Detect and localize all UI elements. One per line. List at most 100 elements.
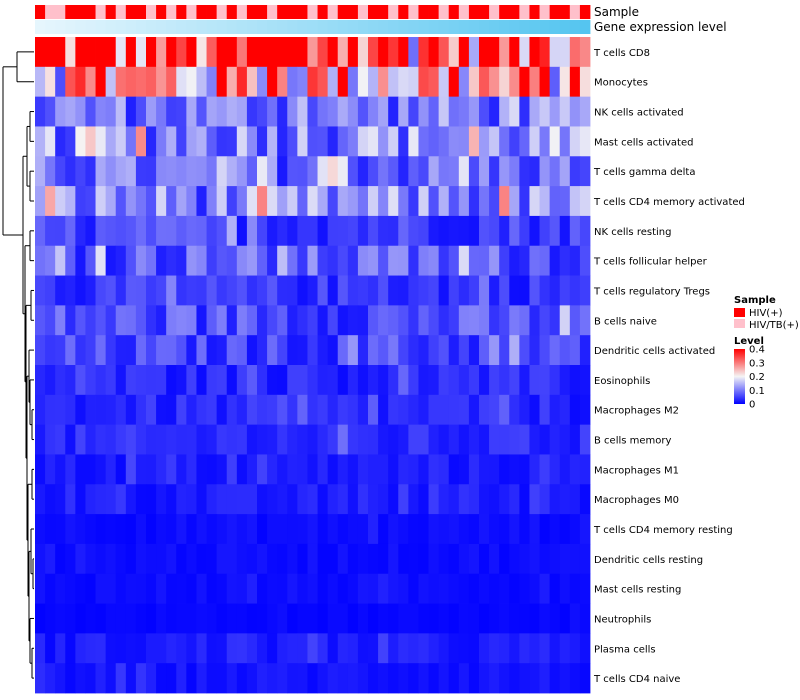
heatmap-cell bbox=[35, 514, 46, 545]
heatmap-cell bbox=[489, 394, 500, 426]
heatmap-cell bbox=[85, 633, 96, 664]
heatmap-cell bbox=[509, 365, 520, 396]
heatmap-cell bbox=[509, 215, 520, 247]
heatmap-cell bbox=[45, 514, 56, 545]
heatmap-cell bbox=[579, 156, 591, 187]
heatmap-cell bbox=[226, 454, 238, 485]
heatmap-cell bbox=[176, 66, 187, 98]
heatmap-cell bbox=[45, 484, 56, 515]
heatmap-cell bbox=[45, 365, 56, 396]
sample-annotation-cell bbox=[287, 5, 298, 19]
heatmap-cell bbox=[55, 484, 66, 515]
heatmap-cell bbox=[257, 365, 268, 396]
heatmap-cell bbox=[176, 663, 187, 694]
heatmap-cell bbox=[479, 514, 490, 545]
heatmap-cell bbox=[146, 454, 157, 485]
heatmap-cell bbox=[519, 96, 530, 127]
heatmap-cell bbox=[337, 186, 349, 217]
heatmap-cell bbox=[398, 543, 409, 575]
heatmap-cell bbox=[257, 335, 268, 366]
heatmap-cell bbox=[226, 275, 238, 306]
heatmap-cell bbox=[317, 96, 329, 127]
heatmap-cell bbox=[186, 454, 197, 485]
heatmap-cell bbox=[186, 514, 197, 545]
heatmap-cell bbox=[559, 663, 571, 694]
heatmap-cell bbox=[489, 215, 500, 247]
heatmap-cell bbox=[408, 663, 419, 694]
heatmap-cell bbox=[418, 633, 429, 664]
heatmap-cell bbox=[307, 633, 318, 664]
heatmap-cell bbox=[267, 275, 278, 306]
heatmap-cell bbox=[115, 633, 127, 664]
heatmap-cell bbox=[489, 96, 500, 127]
heatmap-cell bbox=[448, 96, 460, 127]
heatmap-cell bbox=[257, 305, 268, 336]
expression-annotation-cell bbox=[246, 20, 258, 34]
heatmap-cell bbox=[378, 514, 389, 545]
heatmap-cell bbox=[166, 335, 177, 366]
sample-annotation-cell bbox=[35, 5, 46, 19]
heatmap-cell bbox=[236, 96, 248, 127]
heatmap-cell bbox=[135, 365, 147, 396]
expression-annotation-cell bbox=[408, 20, 419, 34]
expression-annotation-cell bbox=[75, 20, 86, 34]
heatmap-cell bbox=[236, 245, 248, 276]
heatmap-cell bbox=[418, 394, 429, 426]
heatmap-cell bbox=[206, 66, 218, 98]
sample-annotation-cell bbox=[257, 5, 268, 19]
heatmap-cell bbox=[146, 156, 157, 187]
expression-annotation-cell bbox=[176, 20, 187, 34]
heatmap-cell bbox=[105, 37, 117, 68]
heatmap-cell bbox=[428, 156, 440, 187]
heatmap-cell bbox=[196, 573, 207, 604]
heatmap-cell bbox=[378, 215, 389, 247]
heatmap-cell bbox=[95, 484, 107, 515]
heatmap-cell bbox=[186, 126, 197, 157]
expression-annotation-cell bbox=[398, 20, 409, 34]
heatmap-cell bbox=[287, 37, 298, 68]
heatmap-cell bbox=[569, 275, 581, 306]
heatmap-cell bbox=[206, 663, 218, 694]
heatmap-cell bbox=[115, 603, 127, 634]
heatmap-cell bbox=[65, 573, 76, 604]
legend-label-hiv: HIV(+) bbox=[749, 308, 783, 319]
heatmap-cell bbox=[479, 186, 490, 217]
heatmap-cell bbox=[468, 603, 480, 634]
heatmap-cell bbox=[529, 514, 540, 545]
heatmap-cell bbox=[186, 573, 197, 604]
heatmap-cell bbox=[317, 186, 329, 217]
heatmap-cell bbox=[35, 335, 46, 366]
heatmap-cell bbox=[115, 215, 127, 247]
heatmap-cell bbox=[559, 484, 571, 515]
heatmap-cell bbox=[539, 66, 551, 98]
heatmap-cell bbox=[408, 424, 419, 455]
heatmap-cell bbox=[438, 603, 450, 634]
heatmap-cell bbox=[408, 275, 419, 306]
heatmap-cell bbox=[267, 245, 278, 276]
heatmap-cell bbox=[468, 394, 480, 426]
heatmap-cell bbox=[327, 245, 339, 276]
heatmap-cell bbox=[479, 365, 490, 396]
heatmap-cell bbox=[45, 245, 56, 276]
expression-annotation-cell bbox=[428, 20, 440, 34]
heatmap-cell bbox=[95, 633, 107, 664]
row-label: Monocytes bbox=[594, 78, 648, 89]
heatmap-cell bbox=[347, 96, 359, 127]
heatmap-cell bbox=[509, 305, 520, 336]
heatmap-cell bbox=[408, 394, 419, 426]
heatmap-cell bbox=[45, 424, 56, 455]
expression-annotation-cell bbox=[135, 20, 147, 34]
heatmap-cell bbox=[458, 394, 470, 426]
heatmap-cell bbox=[559, 96, 571, 127]
expression-annotation-cell bbox=[267, 20, 278, 34]
heatmap-cell bbox=[287, 394, 298, 426]
heatmap-cell bbox=[226, 96, 238, 127]
heatmap-cell bbox=[156, 663, 167, 694]
level-tick-label: 0.3 bbox=[749, 358, 765, 369]
heatmap-cell bbox=[438, 454, 450, 485]
heatmap-cell bbox=[428, 394, 440, 426]
heatmap-cell bbox=[357, 126, 369, 157]
heatmap-cell bbox=[468, 156, 480, 187]
heatmap-cell bbox=[65, 543, 76, 575]
heatmap-cell bbox=[105, 663, 117, 694]
